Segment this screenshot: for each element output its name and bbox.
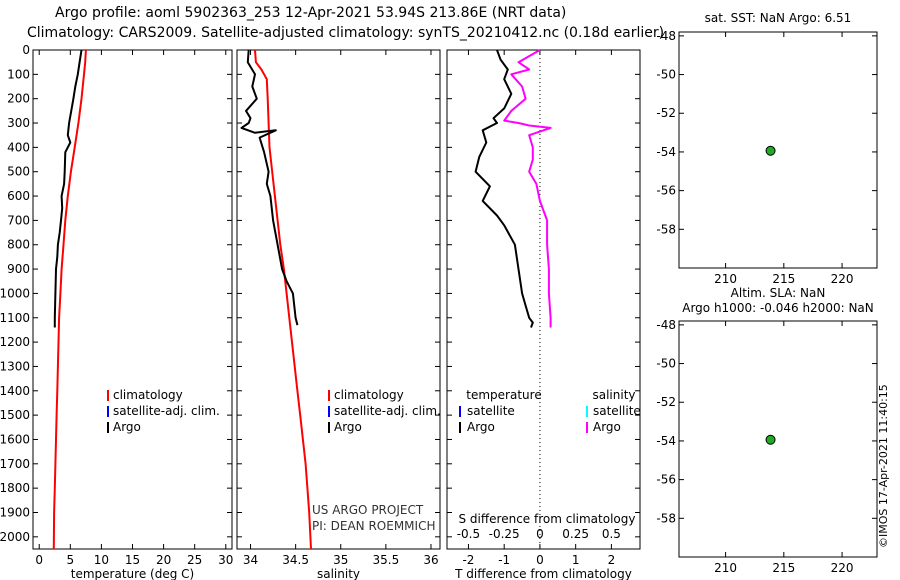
temperature-xtick-label: 0 [35, 553, 43, 567]
credit-line-2: PI: DEAN ROEMMICH [312, 519, 435, 533]
temperature-legend-label: Argo [113, 420, 141, 434]
sst-map-xtick-label: 220 [831, 272, 854, 286]
temperature-xlabel: temperature (deg C) [71, 567, 194, 580]
difference-frame [446, 49, 641, 550]
sla-map-xtick-label: 215 [772, 561, 795, 575]
sst-map-ytick-label: -58 [656, 222, 676, 236]
salinity-xtick-label: 34 [243, 553, 258, 567]
sla-map-ytick-label: -58 [656, 511, 676, 525]
salinity-xtick-label: 36 [423, 553, 438, 567]
sst-map-ytick-label: -56 [656, 184, 676, 198]
temperature-legend-label: climatology [113, 388, 183, 402]
difference-xtick-label: -2 [462, 553, 474, 567]
difference-legend-header-temperature: temperature [466, 388, 541, 402]
difference-legend-label: satellite [467, 404, 515, 418]
difference-xlabel: T difference from climatology [454, 567, 632, 580]
difference-legend-label: satellite [593, 404, 641, 418]
temperature-climatology-line [52, 49, 87, 550]
sla-map-xtick-label: 210 [714, 561, 737, 575]
sla-map-title: Argo h1000: -0.046 h2000: NaN [682, 301, 874, 315]
difference-xtick-label: -1 [498, 553, 510, 567]
salinity-difference-axis-label: S difference from climatology [459, 512, 636, 526]
depth-tick-label: 1100 [0, 311, 30, 325]
temperature-xtick-label: 10 [94, 553, 109, 567]
temperature-xtick-label: 5 [66, 553, 74, 567]
depth-tick-label: 0 [22, 43, 30, 57]
temperature-xtick-label: 15 [125, 553, 140, 567]
salinity-legend-label: Argo [334, 420, 362, 434]
salinity-difference-tick-label: -0.5 [457, 527, 480, 541]
sst-map-xtick-label: 210 [714, 272, 737, 286]
sst-map-argo-position-marker [765, 145, 776, 156]
temperature-difference-argo-line [474, 49, 534, 328]
temperature-frame [32, 49, 233, 550]
difference-xtick-label: 2 [608, 553, 616, 567]
difference-legend-header-salinity: salinity [592, 388, 635, 402]
depth-tick-label: 2000 [0, 530, 30, 544]
salinity-xlabel: salinity [317, 567, 360, 580]
difference-xtick-label: 1 [572, 553, 580, 567]
depth-tick-label: 1000 [0, 286, 30, 300]
depth-tick-label: 1800 [0, 481, 30, 495]
sla-map-argo-position-marker [765, 434, 776, 445]
depth-tick-label: 600 [7, 189, 30, 203]
depth-tick-label: 300 [7, 116, 30, 130]
salinity-difference-tick-label: -0.25 [489, 527, 520, 541]
difference-legend-label: Argo [593, 420, 621, 434]
depth-tick-label: 1400 [0, 384, 30, 398]
salinity-xtick-label: 35.5 [373, 553, 400, 567]
depth-tick-label: 900 [7, 262, 30, 276]
salinity-frame [236, 49, 441, 550]
salinity-xtick-label: 34.5 [282, 553, 309, 567]
depth-tick-label: 1700 [0, 457, 30, 471]
sst-map-ytick-label: -50 [656, 68, 676, 82]
temperature-xtick-label: 20 [156, 553, 171, 567]
sst-map-frame [678, 31, 878, 269]
depth-tick-label: 1900 [0, 505, 30, 519]
difference-xtick-label: 0 [536, 553, 544, 567]
credit-line-1: US ARGO PROJECT [312, 503, 424, 517]
sst-map-xtick-label: 215 [772, 272, 795, 286]
sla-map-ytick-label: -52 [656, 395, 676, 409]
depth-tick-label: 400 [7, 140, 30, 154]
temperature-legend-label: satellite-adj. clim. [113, 404, 220, 418]
salinity-difference-tick-label: 0.5 [602, 527, 621, 541]
sla-map-ytick-label: -54 [656, 434, 676, 448]
salinity-xtick-label: 35 [333, 553, 348, 567]
sla-map-frame [678, 320, 878, 558]
depth-tick-label: 200 [7, 92, 30, 106]
salinity-difference-tick-label: 0.25 [562, 527, 589, 541]
salinity-climatology-line [254, 49, 312, 550]
sla-map-ytick-label: -50 [656, 357, 676, 371]
depth-tick-label: 100 [7, 67, 30, 81]
salinity-legend-label: satellite-adj. clim. [334, 404, 441, 418]
sla-map-ytick-label: -56 [656, 473, 676, 487]
temperature-argo-line [53, 49, 83, 328]
sla-map-title: Altim. SLA: NaN [731, 286, 826, 300]
difference-legend-label: Argo [467, 420, 495, 434]
depth-tick-label: 1300 [0, 359, 30, 373]
depth-tick-label: 1500 [0, 408, 30, 422]
sst-map-ytick-label: -52 [656, 106, 676, 120]
depth-tick-label: 1600 [0, 432, 30, 446]
title-line-1: Argo profile: aoml 5902363_253 12-Apr-20… [55, 5, 567, 21]
temperature-xtick-label: 25 [187, 553, 202, 567]
depth-tick-label: 700 [7, 213, 30, 227]
salinity-difference-tick-label: 0 [536, 527, 544, 541]
salinity-argo-line [240, 49, 299, 326]
sla-map-xtick-label: 220 [831, 561, 854, 575]
salinity-legend-label: climatology [334, 388, 404, 402]
temperature-xtick-label: 30 [218, 553, 233, 567]
sst-map-ytick-label: -54 [656, 145, 676, 159]
sst-map-ytick-label: -48 [656, 29, 676, 43]
sla-map-ytick-label: -48 [656, 318, 676, 332]
depth-tick-label: 800 [7, 238, 30, 252]
depth-tick-label: 500 [7, 165, 30, 179]
timestamp: ©IMOS 17-Apr-2021 11:40:15 [877, 384, 890, 548]
title-line-2: Climatology: CARS2009. Satellite-adjuste… [27, 25, 665, 41]
depth-tick-label: 1200 [0, 335, 30, 349]
sst-map-title: sat. SST: NaN Argo: 6.51 [705, 11, 852, 25]
salinity-difference-argo-line [503, 49, 552, 328]
